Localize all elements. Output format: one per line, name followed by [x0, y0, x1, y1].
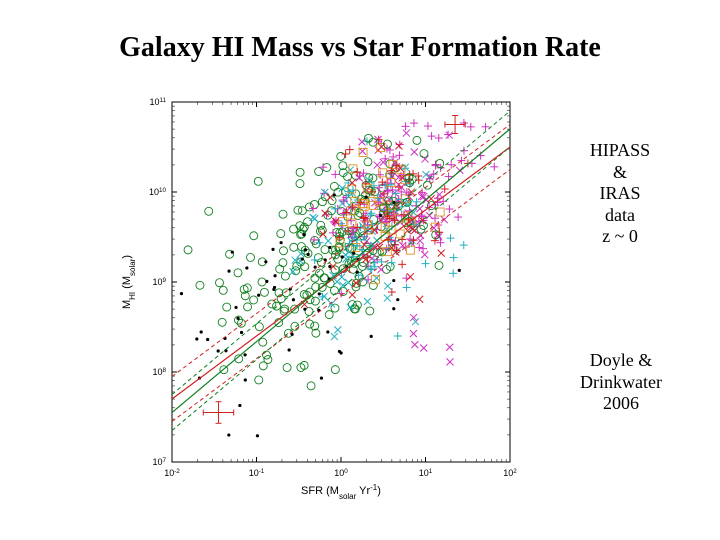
scatter-plot: 10-2 10-1 100 101 102 107 108 109 1010 1011 SFR (M…	[110, 70, 540, 500]
svg-text:SFR (Msolar Yr-1): SFR (Msolar Yr-1)	[301, 483, 381, 501]
svg-text:10-2: 10-2	[164, 468, 180, 479]
svg-text:108: 108	[152, 367, 166, 378]
svg-text:MHI (Msolar): MHI (Msolar)	[121, 255, 137, 309]
svg-text:107: 107	[152, 457, 166, 468]
svg-text:102: 102	[503, 468, 517, 479]
svg-text:100: 100	[334, 468, 348, 479]
svg-text:10-1: 10-1	[249, 468, 265, 479]
svg-text:101: 101	[419, 468, 433, 479]
annotation-citation: Doyle &Drinkwater2006	[556, 350, 686, 415]
scatter-plot-svg: 10-2 10-1 100 101 102 107 108 109 1010 1011 SFR (M…	[110, 70, 540, 500]
svg-text:1010: 1010	[149, 187, 167, 198]
annotation-data-source: HIPASS&IRASdataz ~ 0	[560, 140, 680, 248]
svg-text:109: 109	[152, 277, 166, 288]
chart-title: Galaxy HI Mass vs Star Formation Rate	[0, 32, 720, 64]
svg-text:1011: 1011	[149, 97, 166, 108]
